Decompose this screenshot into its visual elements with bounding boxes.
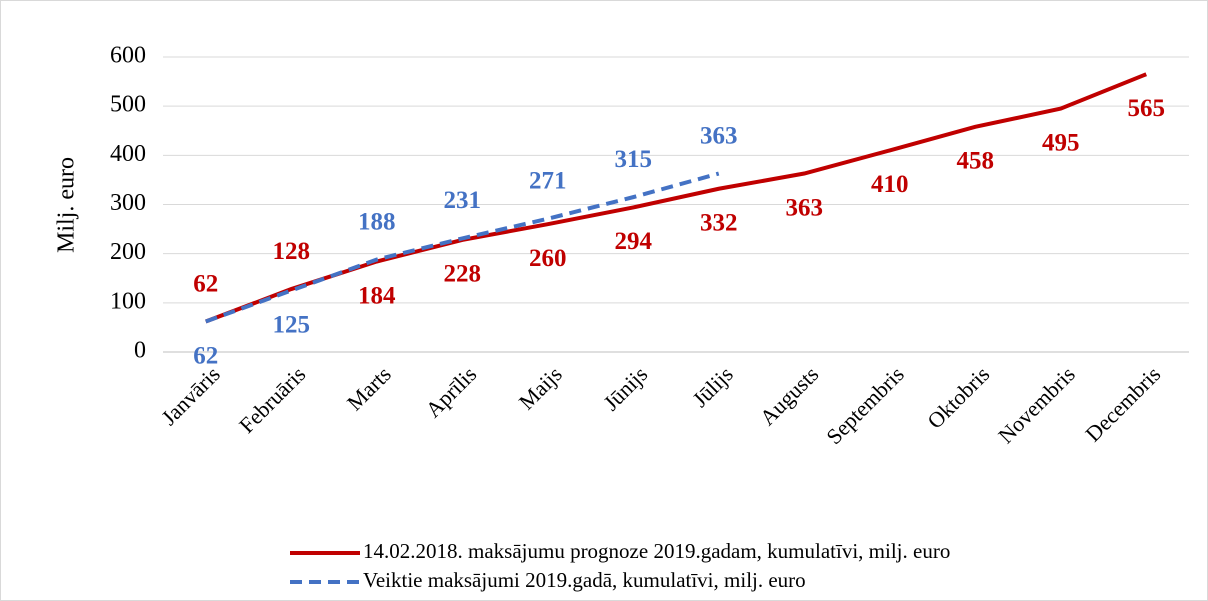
data-label: 565: [1128, 95, 1166, 122]
data-label: 62: [193, 270, 218, 297]
data-label: 271: [529, 167, 567, 194]
series-line: [205, 171, 720, 324]
data-label: 128: [273, 238, 311, 265]
series-line: [205, 72, 1147, 324]
data-label: 410: [871, 171, 909, 198]
y-tick-label: 300: [110, 190, 146, 216]
data-label: 188: [358, 208, 396, 235]
data-label: 125: [273, 311, 311, 338]
data-label: 294: [615, 228, 653, 255]
y-tick-label: 400: [110, 141, 146, 167]
data-label: 315: [615, 146, 653, 173]
data-label: 231: [444, 187, 482, 214]
data-label: 458: [957, 148, 995, 175]
data-label: 495: [1042, 129, 1080, 156]
data-label: 260: [529, 245, 567, 272]
y-tick-label: 500: [110, 92, 146, 118]
data-label: 62: [193, 342, 218, 369]
y-tick-label: 600: [110, 43, 146, 69]
legend-label: Veiktie maksājumi 2019.gadā, kumulatīvi,…: [363, 568, 806, 592]
data-label: 332: [700, 210, 738, 237]
y-axis-label: Milj. euro: [54, 157, 80, 253]
y-tick-label: 0: [134, 338, 146, 364]
legend-label: 14.02.2018. maksājumu prognoze 2019.gada…: [363, 539, 950, 563]
data-label: 363: [786, 194, 824, 221]
y-tick-label: 200: [110, 239, 146, 265]
y-tick-label: 100: [110, 288, 146, 314]
data-label: 184: [358, 282, 396, 309]
data-label: 363: [700, 122, 738, 149]
data-label: 228: [444, 261, 482, 288]
